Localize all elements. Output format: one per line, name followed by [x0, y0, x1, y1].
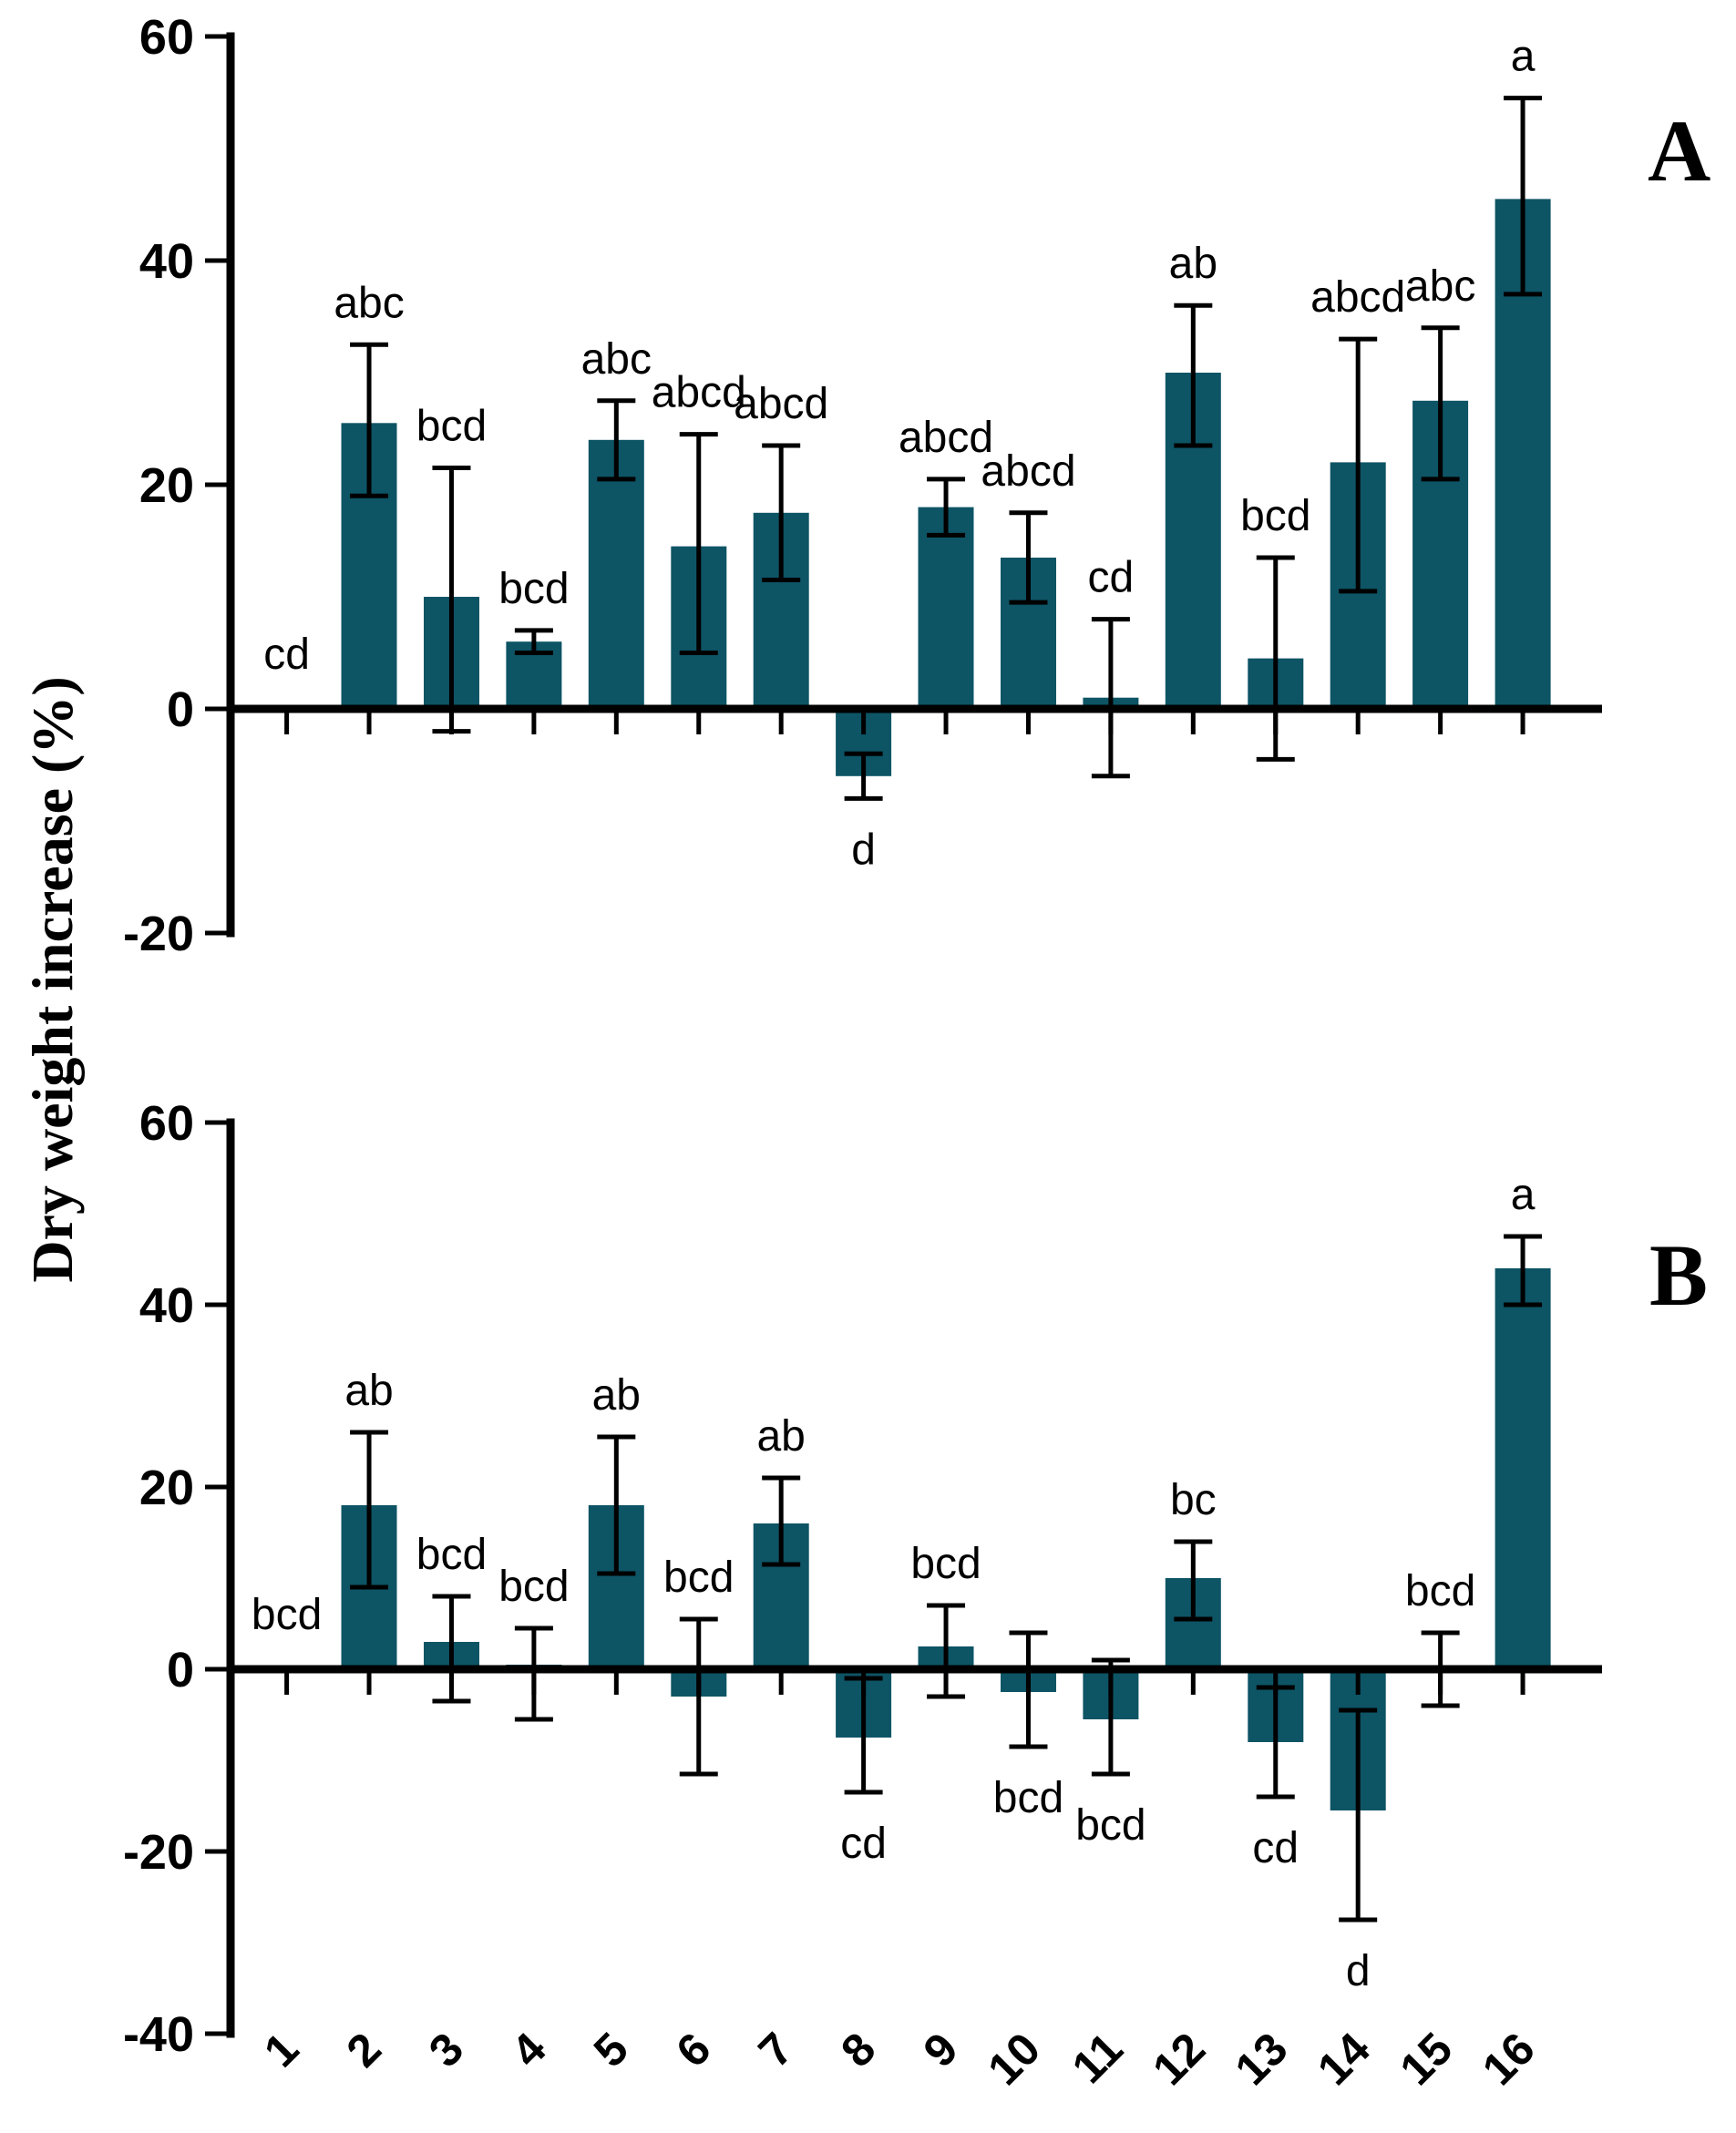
panel-B-sig-label-15: bcd — [1405, 1567, 1475, 1615]
panel-B-errorbar-5 — [597, 1434, 636, 1576]
x-category-label-8: 8 — [831, 2023, 885, 2077]
panel-A-sig-label-8: d — [851, 826, 876, 874]
panel-B-sig-label-3: bcd — [416, 1531, 487, 1579]
panel-B-bar-16 — [1495, 1268, 1551, 1669]
x-category-label-10: 10 — [978, 2023, 1050, 2095]
panel-A-sig-label-4: bcd — [498, 565, 569, 613]
panel-A-sig-label-5: abc — [581, 335, 652, 384]
x-category-label-6: 6 — [666, 2023, 720, 2077]
x-category-label-1: 1 — [254, 2023, 308, 2077]
panel-A-ytick-label: -20 — [123, 907, 194, 961]
panel-A-sig-label-12: ab — [1169, 240, 1217, 288]
panel-A-sig-label-2: abc — [334, 279, 404, 327]
panel-A-sig-label-7: abcd — [734, 380, 828, 428]
panel-A-errorbar-16 — [1504, 96, 1543, 297]
panel-B: bcdabbcdbcdabbcdabcdbcdbcdbcdbccddbcda60… — [123, 1096, 1602, 2095]
panel-A-errorbar-10 — [1009, 510, 1048, 605]
panel-A-ytick-label: 0 — [167, 682, 194, 737]
panel-B-errorbar-2 — [350, 1430, 389, 1590]
panel-B-sig-label-11: bcd — [1075, 1801, 1145, 1850]
panel-A-errorbar-7 — [762, 443, 801, 583]
panel-A-sig-label-13: bcd — [1240, 492, 1310, 540]
panel-A-sig-label-15: abc — [1405, 262, 1475, 311]
panel-A-ytick-label: 60 — [139, 10, 194, 65]
x-category-label-11: 11 — [1063, 2023, 1133, 2093]
x-category-label-14: 14 — [1308, 2023, 1380, 2095]
panel-A-ytick-label: 20 — [139, 458, 194, 513]
x-category-label-15: 15 — [1390, 2023, 1462, 2095]
x-category-label-3: 3 — [419, 2023, 473, 2077]
x-category-label-7: 7 — [749, 2023, 803, 2077]
panel-B-sig-label-2: ab — [344, 1367, 393, 1415]
panel-A-errorbar-15 — [1421, 325, 1460, 482]
panel-A-bar-9 — [918, 507, 974, 709]
panel-letter-b: B — [1649, 1226, 1709, 1324]
panel-B-ytick-label: 60 — [139, 1096, 194, 1151]
panel-letter-a: A — [1648, 102, 1711, 200]
x-category-label-16: 16 — [1473, 2023, 1545, 2095]
panel-A-sig-label-16: a — [1511, 33, 1536, 81]
panel-B-sig-label-9: bcd — [910, 1540, 981, 1588]
panel-A-axes: 60 40 20 0 -20 — [123, 10, 1602, 961]
panel-A-errorbar-6 — [679, 432, 718, 655]
panel-A-errorbar-12 — [1174, 303, 1213, 448]
panel-A-ytick-label: 40 — [139, 234, 194, 289]
panel-B-errorbar-7 — [762, 1475, 801, 1567]
panel-B-errorbar-14 — [1339, 1707, 1378, 1923]
panel-A-sig-label-10: abcd — [981, 447, 1075, 496]
panel-B-sig-label-4: bcd — [498, 1563, 569, 1611]
panel-A-bar-5 — [588, 439, 644, 709]
x-category-label-5: 5 — [584, 2023, 638, 2077]
panel-B-sig-label-5: ab — [592, 1371, 641, 1420]
panel-A-sig-label-11: cd — [1088, 554, 1135, 602]
panel-A-sig-label-6: abcd — [652, 369, 746, 417]
x-category-label-12: 12 — [1143, 2023, 1215, 2095]
y-axis-title: Dry weight increase (%) — [20, 676, 85, 1283]
x-category-label-13: 13 — [1226, 2023, 1298, 2095]
panel-A-sig-label-9: abcd — [899, 414, 993, 462]
panel-B-sig-label-8: cd — [840, 1820, 887, 1868]
panel-A-errorbar-5 — [597, 398, 636, 482]
panel-B-sig-label-1: bcd — [252, 1591, 322, 1639]
panel-A-sig-label-1: cd — [263, 631, 310, 679]
panel-A-errorbar-11 — [1091, 617, 1130, 779]
panel-B-ytick-label: -20 — [123, 1825, 194, 1880]
panel-B-errorbar-12 — [1174, 1539, 1213, 1622]
panel-A-errorbar-4 — [514, 628, 553, 655]
panel-B-sig-label-12: bc — [1170, 1476, 1217, 1524]
panel-B-sig-label-7: ab — [756, 1412, 805, 1461]
panel-B-ytick-label: 0 — [167, 1643, 194, 1697]
panel-B-sig-label-16: a — [1511, 1171, 1536, 1219]
panel-A-sig-label-3: bcd — [416, 403, 487, 451]
panel-B-axes: 60 40 20 0 -20 -40 — [123, 1096, 1602, 2062]
x-category-label-9: 9 — [914, 2023, 968, 2077]
panel-B-sig-label-10: bcd — [993, 1774, 1063, 1822]
panel-B-errorbar-16 — [1504, 1234, 1543, 1307]
x-category-label-4: 4 — [501, 2023, 555, 2077]
panel-B-sig-label-13: cd — [1252, 1824, 1299, 1872]
panel-A-errorbar-8 — [844, 751, 883, 801]
panel-A-errorbar-9 — [927, 477, 966, 538]
panel-A-sig-label-14: abcd — [1310, 273, 1405, 322]
panel-A-errorbar-14 — [1339, 336, 1378, 594]
panel-B-ytick-label: 20 — [139, 1461, 194, 1515]
panel-B-errorbar-6 — [679, 1616, 718, 1777]
panel-A: cdabcbcdbcdabcabcdabcddabcdabcdcdabbcdab… — [123, 10, 1602, 961]
panel-A-errorbar-2 — [350, 342, 389, 498]
panel-B-sig-label-14: d — [1346, 1947, 1371, 1995]
panel-B-ytick-label: -40 — [123, 2007, 194, 2062]
panel-B-sig-label-6: bcd — [663, 1554, 734, 1602]
x-category-label-2: 2 — [337, 2023, 391, 2077]
panel-B-ytick-label: 40 — [139, 1278, 194, 1333]
